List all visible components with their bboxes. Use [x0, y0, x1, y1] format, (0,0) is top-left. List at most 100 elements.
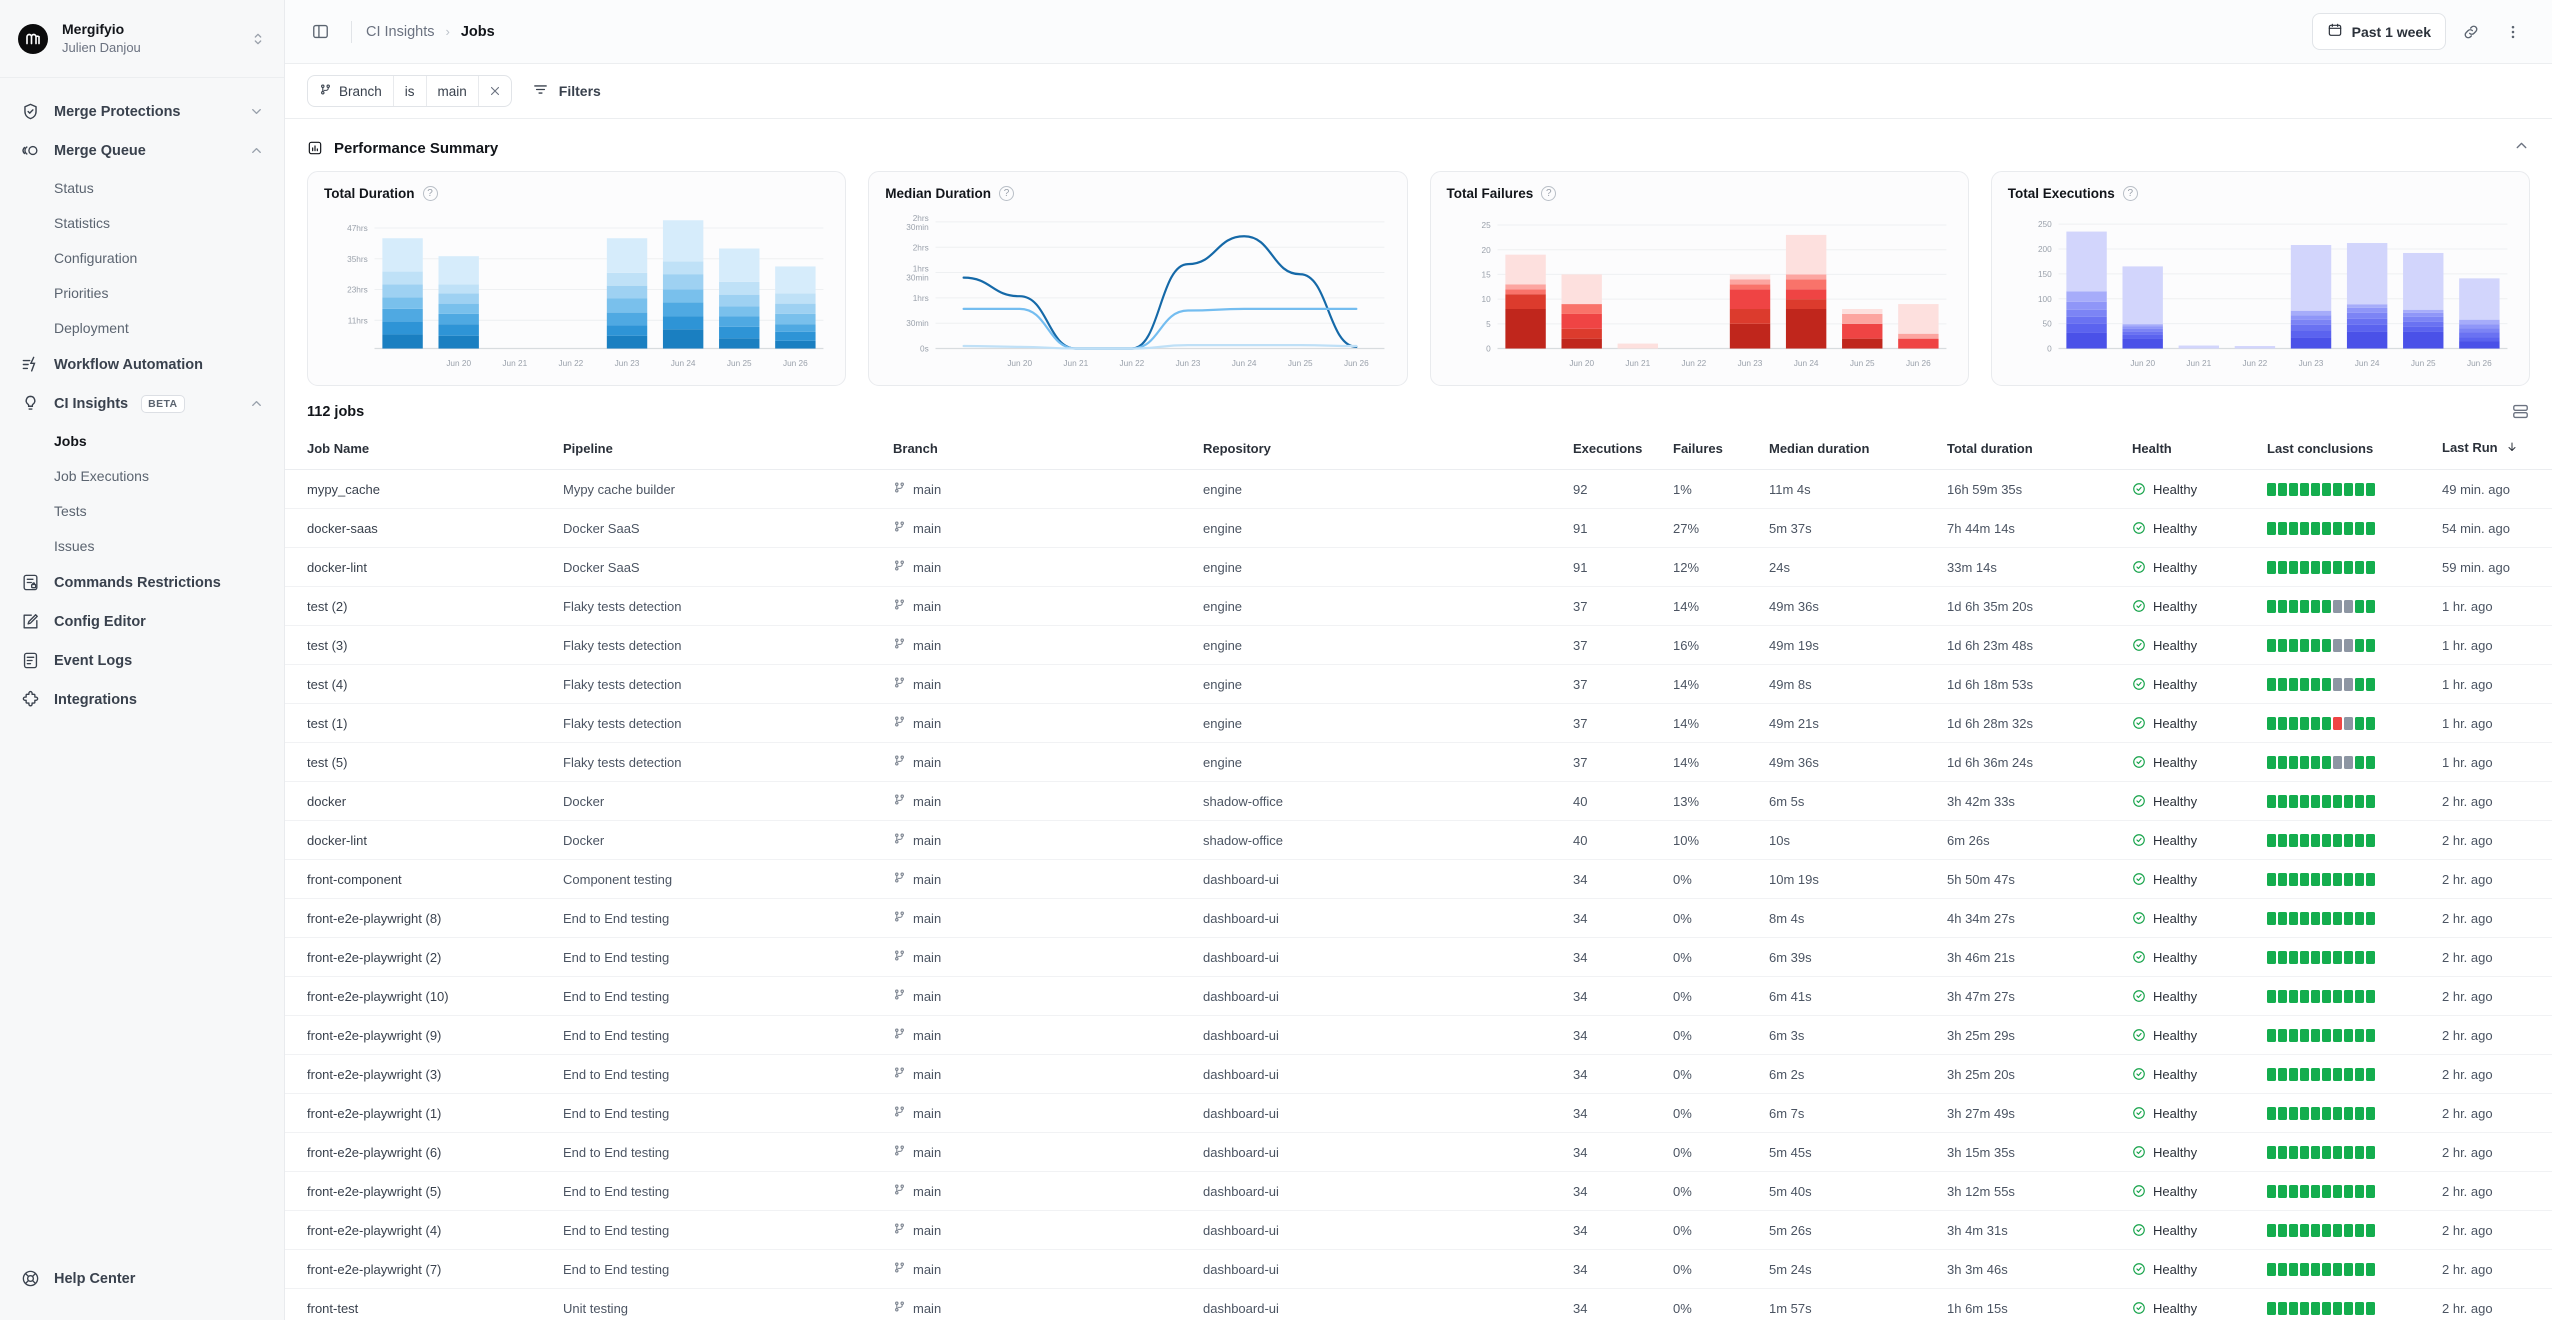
column-header-job-name[interactable]: Job Name — [285, 431, 555, 470]
table-row[interactable]: front-e2e-playwright (4) End to End testi… — [285, 1210, 2552, 1250]
rows-view-icon[interactable] — [2511, 402, 2530, 421]
question-circle-icon[interactable]: ? — [1541, 186, 1557, 201]
table-row[interactable]: docker-lint Docker SaaS main engine 91 12% 24s… — [285, 547, 2552, 587]
sidebar-item-priorities[interactable]: Priorities — [10, 275, 274, 310]
table-row[interactable]: front-component Component testing main dash… — [285, 859, 2552, 899]
conclusion-bar — [2333, 1184, 2342, 1198]
filter-chip-branch[interactable]: Branch is main — [307, 75, 512, 107]
sidebar-item-tests[interactable]: Tests — [10, 493, 274, 528]
conclusion-bars — [2267, 950, 2426, 964]
chevron-up-icon[interactable] — [249, 396, 264, 411]
sidebar-item-configuration[interactable]: Configuration — [10, 240, 274, 275]
sidebar-item-jobs[interactable]: Jobs — [10, 423, 274, 458]
table-row[interactable]: front-e2e-playwright (5) End to End testi… — [285, 1171, 2552, 1211]
more-vertical-icon[interactable] — [2496, 15, 2530, 49]
sidebar-item-config-editor[interactable]: Config Editor — [10, 602, 274, 641]
table-row[interactable]: test (3) Flaky tests detection main engine 3… — [285, 625, 2552, 665]
sidebar-item-merge-queue[interactable]: Merge Queue — [10, 131, 274, 170]
help-center-button[interactable]: Help Center — [10, 1259, 274, 1298]
cell-failures: 0% — [1665, 976, 1761, 1016]
filter-chip-value[interactable]: main — [425, 76, 478, 106]
cell-failures: 0% — [1665, 937, 1761, 977]
column-header-total-duration[interactable]: Total duration — [1939, 431, 2124, 470]
sidebar-item-status[interactable]: Status — [10, 170, 274, 205]
close-icon[interactable] — [477, 76, 511, 106]
cell-total-duration: 33m 14s — [1939, 547, 2124, 587]
table-row[interactable]: docker-lint Docker main shadow-office 40 10% 1… — [285, 820, 2552, 860]
sidebar-item-workflow-automation[interactable]: Workflow Automation — [10, 345, 274, 384]
cell-last-run: 2 hr. ago — [2434, 859, 2552, 899]
conclusion-bar — [2333, 1106, 2342, 1120]
chevron-down-icon[interactable] — [249, 104, 264, 119]
column-header-repository[interactable]: Repository — [1195, 431, 1565, 470]
sidebar-item-ci-insights[interactable]: CI Insights BETA — [10, 384, 274, 423]
table-row[interactable]: front-e2e-playwright (8) End to End testi… — [285, 898, 2552, 938]
sidebar-item-commands-restrictions[interactable]: Commands Restrictions — [10, 563, 274, 602]
sidebar-item-issues[interactable]: Issues — [10, 528, 274, 563]
sidebar-item-merge-protections[interactable]: Merge Protections — [10, 92, 274, 131]
cell-branch: main — [885, 1093, 1195, 1133]
filter-chip-field[interactable]: Branch — [308, 76, 393, 106]
sidebar-item-event-logs[interactable]: Event Logs — [10, 641, 274, 680]
breadcrumb: CI Insights › Jobs — [366, 24, 495, 40]
breadcrumb-parent[interactable]: CI Insights — [366, 23, 435, 40]
column-header-executions[interactable]: Executions — [1565, 431, 1665, 470]
link-icon[interactable] — [2454, 15, 2488, 49]
sidebar-item-statistics[interactable]: Statistics — [10, 205, 274, 240]
table-row[interactable]: front-e2e-playwright (6) End to End testi… — [285, 1132, 2552, 1172]
table-row[interactable]: front-e2e-playwright (1) End to End testi… — [285, 1093, 2552, 1133]
sidebar-item-integrations[interactable]: Integrations — [10, 680, 274, 719]
conclusion-bar — [2344, 794, 2353, 808]
table-row[interactable]: front-test Unit testing main dashboard-ui 34… — [285, 1288, 2552, 1320]
table-row[interactable]: front-e2e-playwright (7) End to End testi… — [285, 1249, 2552, 1289]
sidebar-item-job-executions[interactable]: Job Executions — [10, 458, 274, 493]
column-header-failures[interactable]: Failures — [1665, 431, 1761, 470]
branch-label: main — [913, 1300, 942, 1316]
table-row[interactable]: front-e2e-playwright (9) End to End testi… — [285, 1015, 2552, 1055]
table-row[interactable]: front-e2e-playwright (2) End to End testi… — [285, 937, 2552, 977]
table-row[interactable]: front-e2e-playwright (3) End to End testi… — [285, 1054, 2552, 1094]
cell-total-duration: 3h 27m 49s — [1939, 1093, 2124, 1133]
conclusion-bar — [2289, 950, 2298, 964]
column-header-pipeline[interactable]: Pipeline — [555, 431, 885, 470]
column-header-branch[interactable]: Branch — [885, 431, 1195, 470]
table-row[interactable]: docker Docker main shadow-office 40 13% 6m 5s 3… — [285, 781, 2552, 821]
column-header-health[interactable]: Health — [2124, 431, 2259, 470]
conclusion-bar — [2311, 638, 2320, 652]
svg-text:0: 0 — [1486, 343, 1491, 353]
sidebar-sub-label: Configuration — [54, 249, 138, 266]
sidebar-item-deployment[interactable]: Deployment — [10, 310, 274, 345]
conclusion-bar — [2355, 794, 2364, 808]
cell-failures: 0% — [1665, 1288, 1761, 1320]
cell-executions: 37 — [1565, 625, 1665, 665]
branch-icon — [893, 1066, 906, 1082]
table-row[interactable]: front-e2e-playwright (10) End to End test… — [285, 976, 2552, 1016]
table-row[interactable]: mypy_cache Mypy cache builder main engine 92… — [285, 469, 2552, 509]
chevron-updown-icon[interactable] — [250, 31, 266, 47]
column-header-last-conclusions[interactable]: Last conclusions — [2259, 431, 2434, 470]
org-switcher[interactable]: Mergifyio Julien Danjou — [0, 0, 284, 78]
question-circle-icon[interactable]: ? — [2122, 186, 2138, 201]
table-row[interactable]: test (5) Flaky tests detection main engine 3… — [285, 742, 2552, 782]
conclusion-bar — [2366, 599, 2375, 613]
table-row[interactable]: test (2) Flaky tests detection main engine 3… — [285, 586, 2552, 626]
date-range-button[interactable]: Past 1 week — [2311, 13, 2446, 50]
cell-failures: 0% — [1665, 1171, 1761, 1211]
panel-collapse-icon[interactable] — [303, 15, 337, 49]
question-circle-icon[interactable]: ? — [422, 186, 438, 201]
cell-total-duration: 3h 4m 31s — [1939, 1210, 2124, 1250]
cell-median-duration: 6m 39s — [1761, 937, 1939, 977]
question-circle-icon[interactable]: ? — [999, 186, 1015, 201]
chevron-up-icon[interactable] — [249, 143, 264, 158]
column-header-last-run[interactable]: Last Run — [2434, 431, 2552, 470]
column-header-median-duration[interactable]: Median duration — [1761, 431, 1939, 470]
table-row[interactable]: docker-saas Docker SaaS main engine 91 27% 5m … — [285, 508, 2552, 548]
branch-icon — [893, 1105, 906, 1121]
chevron-up-icon[interactable] — [2513, 137, 2530, 159]
conclusion-bar — [2278, 794, 2287, 808]
branch-icon — [893, 598, 906, 614]
filter-chip-operator[interactable]: is — [392, 76, 426, 106]
table-row[interactable]: test (4) Flaky tests detection main engine 3… — [285, 664, 2552, 704]
table-row[interactable]: test (1) Flaky tests detection main engine 3… — [285, 703, 2552, 743]
filters-button[interactable]: Filters — [532, 81, 601, 101]
